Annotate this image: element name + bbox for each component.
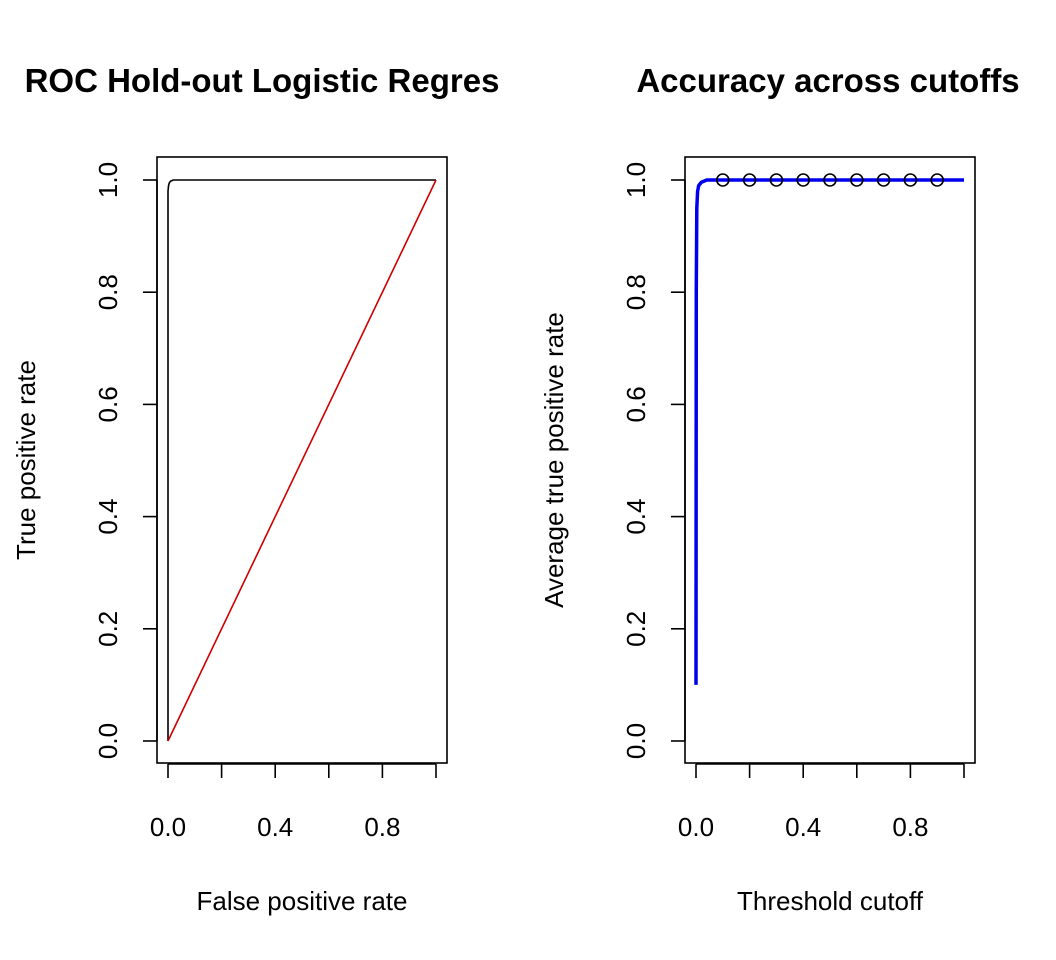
roc-panel: ROC Hold-out Logistic Regres 0.0 0.4 0.8 0… — [11, 62, 499, 916]
data-point — [930, 173, 945, 187]
y-tick-label: 0.0 — [621, 723, 651, 759]
x-tick-label: 0.8 — [892, 812, 928, 842]
data-point — [823, 173, 837, 187]
roc-y-axis-label: True positive rate — [11, 360, 41, 560]
accuracy-plot-box — [684, 156, 976, 764]
accuracy-panel: Accuracy across cutoffs 0.0 0.4 0.8 0.0 0.2… — [539, 62, 1020, 916]
accuracy-y-axis-label: Average true positive rate — [539, 312, 569, 608]
y-tick-label: 0.0 — [93, 723, 123, 759]
y-tick-label: 0.6 — [621, 386, 651, 422]
y-tick-label: 0.2 — [621, 611, 651, 647]
y-tick-label: 0.2 — [93, 611, 123, 647]
data-point — [849, 173, 864, 187]
y-tick-label: 0.6 — [93, 386, 123, 422]
y-tick-label: 1.0 — [93, 162, 123, 198]
x-tick-label: 0.0 — [678, 812, 714, 842]
accuracy-x-axis: 0.0 0.4 0.8 — [678, 763, 965, 842]
x-tick-label: 0.4 — [785, 812, 821, 842]
accuracy-y-axis: 0.0 0.2 0.4 0.6 0.8 1.0 — [621, 162, 686, 759]
data-point — [876, 173, 891, 187]
data-point — [715, 173, 730, 187]
y-tick-label: 0.8 — [93, 274, 123, 310]
roc-series — [167, 179, 437, 742]
roc-x-axis-label: False positive rate — [197, 886, 408, 916]
x-tick-label: 0.4 — [257, 812, 293, 842]
y-tick-label: 0.4 — [621, 499, 651, 535]
roc-title: ROC Hold-out Logistic Regres — [25, 62, 500, 99]
roc-y-axis: 0.0 0.2 0.4 0.6 0.8 1.0 — [93, 162, 158, 759]
accuracy-title: Accuracy across cutoffs — [636, 62, 1019, 99]
series-line-0 — [694, 178, 964, 685]
y-tick-label: 0.8 — [621, 274, 651, 310]
y-tick-label: 1.0 — [621, 162, 651, 198]
data-point — [769, 173, 784, 187]
accuracy-points — [715, 173, 945, 187]
x-tick-label: 0.8 — [364, 812, 400, 842]
series-line-0 — [167, 179, 436, 741]
series-line-1 — [167, 179, 437, 742]
roc-x-axis: 0.0 0.4 0.8 — [150, 763, 437, 842]
x-tick-label: 0.0 — [150, 812, 186, 842]
accuracy-series — [694, 178, 964, 685]
data-point — [903, 173, 918, 187]
y-tick-label: 0.4 — [93, 499, 123, 535]
data-point — [742, 173, 757, 187]
data-point — [796, 173, 811, 187]
accuracy-x-axis-label: Threshold cutoff — [737, 886, 924, 916]
